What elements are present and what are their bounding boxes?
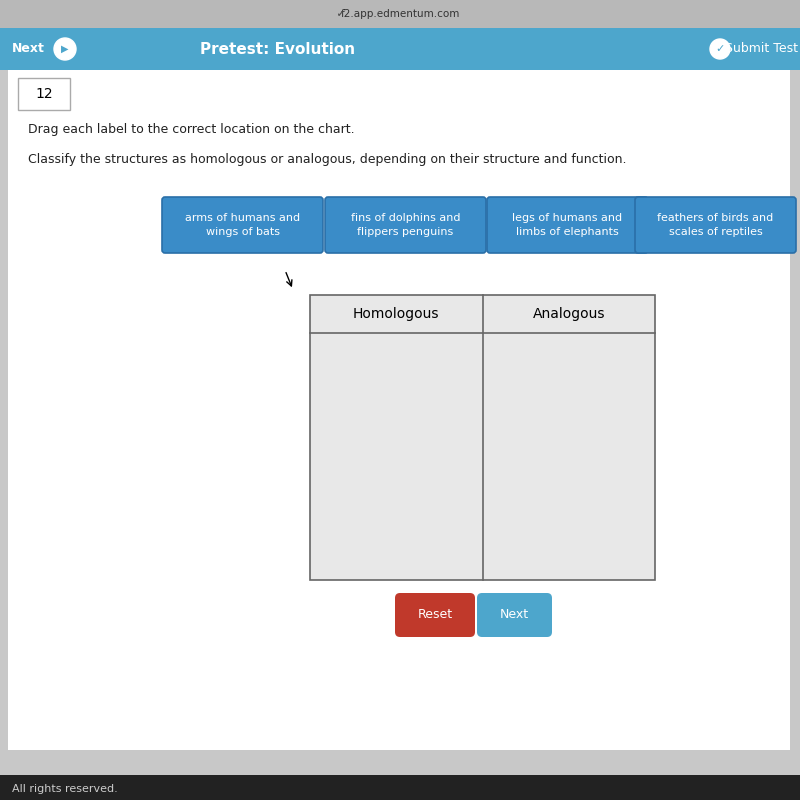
FancyBboxPatch shape [0, 28, 800, 70]
Text: fins of dolphins and
flippers penguins: fins of dolphins and flippers penguins [350, 214, 460, 237]
Text: Reset: Reset [418, 609, 453, 622]
Text: All rights reserved.: All rights reserved. [12, 784, 118, 794]
Text: ▶: ▶ [62, 44, 69, 54]
Circle shape [710, 39, 730, 59]
FancyBboxPatch shape [487, 197, 648, 253]
Text: Next: Next [12, 42, 45, 55]
Text: Homologous: Homologous [353, 307, 439, 321]
FancyBboxPatch shape [310, 295, 655, 580]
FancyBboxPatch shape [477, 593, 552, 637]
Text: feathers of birds and
scales of reptiles: feathers of birds and scales of reptiles [658, 214, 774, 237]
FancyBboxPatch shape [395, 593, 475, 637]
Text: Submit Test: Submit Test [725, 42, 798, 55]
FancyBboxPatch shape [0, 0, 800, 28]
Text: Classify the structures as homologous or analogous, depending on their structure: Classify the structures as homologous or… [28, 154, 626, 166]
FancyBboxPatch shape [635, 197, 796, 253]
Text: Drag each label to the correct location on the chart.: Drag each label to the correct location … [28, 123, 354, 137]
Text: ✔: ✔ [337, 10, 343, 18]
FancyBboxPatch shape [8, 68, 790, 750]
Text: 12: 12 [35, 87, 53, 101]
Text: f2.app.edmentum.com: f2.app.edmentum.com [340, 9, 460, 19]
Text: Analogous: Analogous [533, 307, 605, 321]
FancyBboxPatch shape [18, 78, 70, 110]
Text: Next: Next [500, 609, 529, 622]
FancyBboxPatch shape [325, 197, 486, 253]
Circle shape [54, 38, 76, 60]
FancyBboxPatch shape [0, 775, 800, 800]
Text: arms of humans and
wings of bats: arms of humans and wings of bats [185, 214, 300, 237]
Text: Pretest: Evolution: Pretest: Evolution [200, 42, 355, 57]
Text: ✓: ✓ [715, 44, 725, 54]
FancyBboxPatch shape [162, 197, 323, 253]
Text: legs of humans and
limbs of elephants: legs of humans and limbs of elephants [513, 214, 622, 237]
